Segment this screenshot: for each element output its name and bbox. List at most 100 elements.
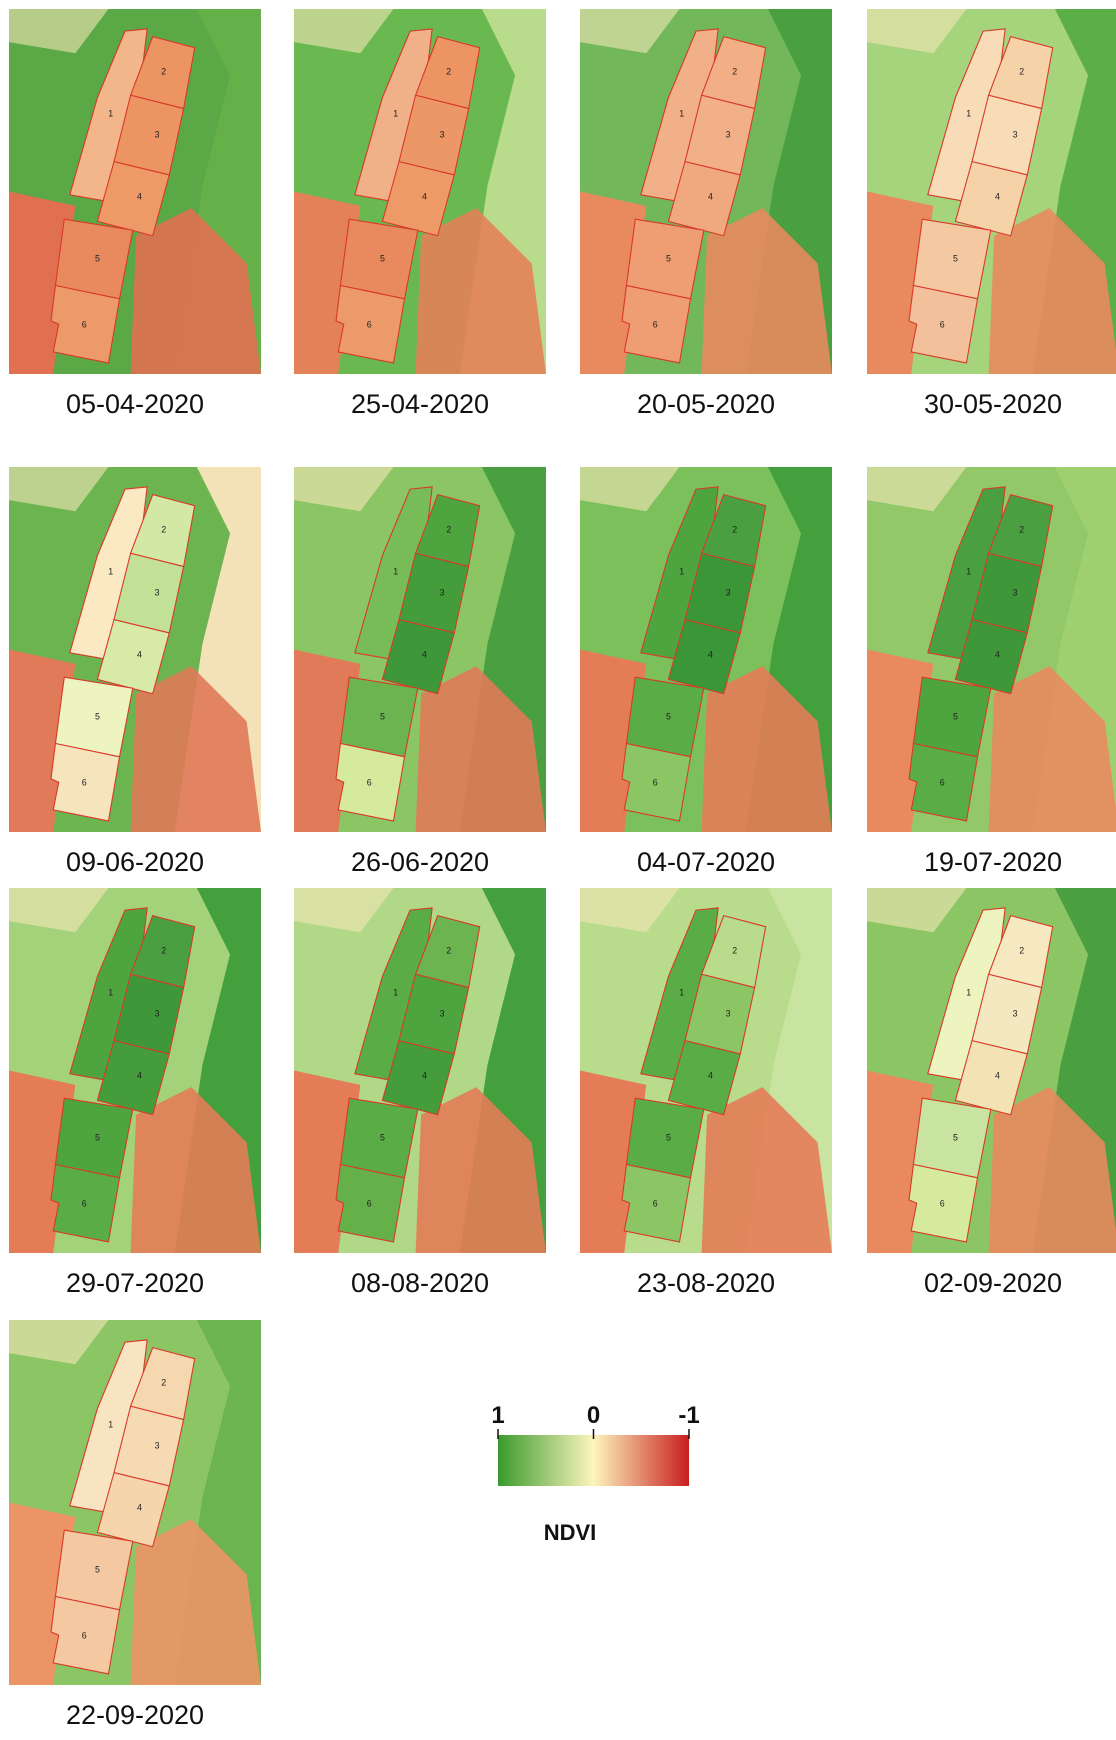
field-label: 4 bbox=[137, 649, 142, 659]
field-label: 5 bbox=[666, 711, 671, 721]
field-label: 6 bbox=[367, 1199, 372, 1209]
field-label: 2 bbox=[1019, 66, 1024, 76]
date-label: 25-04-2020 bbox=[294, 389, 546, 420]
field-label: 6 bbox=[367, 778, 372, 788]
field-label: 5 bbox=[95, 1132, 100, 1142]
field-label: 5 bbox=[666, 1132, 671, 1142]
field-label: 5 bbox=[380, 711, 385, 721]
field-label: 3 bbox=[440, 1008, 445, 1018]
field-label: 1 bbox=[679, 566, 684, 576]
page: { "fields": ["1", "2", "3", "4", "5", "6… bbox=[0, 0, 1116, 1740]
field-label: 6 bbox=[82, 1199, 87, 1209]
field-label: 4 bbox=[995, 649, 1000, 659]
field-label: 3 bbox=[1013, 1008, 1018, 1018]
field-label: 2 bbox=[446, 66, 451, 76]
field-label: 4 bbox=[422, 1070, 427, 1080]
date-label: 20-05-2020 bbox=[580, 389, 832, 420]
field-label: 5 bbox=[953, 1132, 958, 1142]
field-label: 2 bbox=[446, 945, 451, 955]
tick-label: -1 bbox=[678, 1402, 699, 1429]
field-label: 3 bbox=[1013, 587, 1018, 597]
field-label: 3 bbox=[726, 587, 731, 597]
date-label: 04-07-2020 bbox=[580, 847, 832, 878]
ndvi-map: 1 2 3 4 5 6 bbox=[580, 888, 832, 1253]
field-label: 1 bbox=[393, 987, 398, 997]
field-label: 5 bbox=[953, 253, 958, 263]
ndvi-map: 1 2 3 4 5 6 bbox=[294, 467, 546, 832]
field-label: 3 bbox=[726, 129, 731, 139]
field-label: 5 bbox=[95, 1564, 100, 1574]
date-label: 26-06-2020 bbox=[294, 847, 546, 878]
ndvi-map: 1 2 3 4 5 6 bbox=[9, 9, 261, 374]
field-label: 6 bbox=[940, 320, 945, 330]
date-label: 09-06-2020 bbox=[9, 847, 261, 878]
field-label: 2 bbox=[161, 524, 166, 534]
field-label: 1 bbox=[966, 566, 971, 576]
field-label: 1 bbox=[108, 566, 113, 576]
ndvi-map: 123456 bbox=[580, 467, 832, 832]
field-label: 6 bbox=[653, 1199, 658, 1209]
ndvi-map: 1 2 3 4 5 6 bbox=[294, 888, 546, 1253]
field-label: 6 bbox=[653, 778, 658, 788]
field-label: 1 bbox=[108, 1419, 113, 1429]
ndvi-map: 123456 bbox=[867, 9, 1116, 374]
field-label: 3 bbox=[440, 587, 445, 597]
field-label: 1 bbox=[679, 987, 684, 997]
field-label: 1 bbox=[966, 108, 971, 118]
field-label: 6 bbox=[82, 320, 87, 330]
field-label: 4 bbox=[422, 649, 427, 659]
field-label: 4 bbox=[708, 191, 713, 201]
field-label: 3 bbox=[726, 1008, 731, 1018]
field-label: 6 bbox=[940, 1199, 945, 1209]
field-label: 2 bbox=[732, 66, 737, 76]
field-label: 5 bbox=[95, 711, 100, 721]
field-label: 6 bbox=[940, 778, 945, 788]
field-label: 2 bbox=[446, 524, 451, 534]
field-label: 5 bbox=[95, 253, 100, 263]
date-label: 22-09-2020 bbox=[9, 1700, 261, 1731]
field-label: 4 bbox=[422, 191, 427, 201]
ndvi-map: 123456 bbox=[867, 467, 1116, 832]
field-label: 1 bbox=[966, 987, 971, 997]
date-label: 02-09-2020 bbox=[867, 1268, 1116, 1299]
field-label: 4 bbox=[137, 1070, 142, 1080]
date-label: 23-08-2020 bbox=[580, 1268, 832, 1299]
field-label: 5 bbox=[666, 253, 671, 263]
date-label: 30-05-2020 bbox=[867, 389, 1116, 420]
field-label: 6 bbox=[367, 320, 372, 330]
field-label: 1 bbox=[108, 987, 113, 997]
field-label: 6 bbox=[82, 1631, 87, 1641]
field-label: 1 bbox=[108, 108, 113, 118]
field-label: 4 bbox=[708, 1070, 713, 1080]
field-label: 5 bbox=[380, 253, 385, 263]
field-label: 2 bbox=[1019, 945, 1024, 955]
field-label: 4 bbox=[708, 649, 713, 659]
tick-label: 1 bbox=[491, 1402, 504, 1429]
field-label: 3 bbox=[155, 1440, 160, 1450]
field-label: 2 bbox=[161, 66, 166, 76]
field-label: 2 bbox=[161, 1377, 166, 1387]
field-label: 6 bbox=[653, 320, 658, 330]
date-label: 08-08-2020 bbox=[294, 1268, 546, 1299]
date-label: 19-07-2020 bbox=[867, 847, 1116, 878]
field-label: 5 bbox=[380, 1132, 385, 1142]
field-label: 4 bbox=[995, 1070, 1000, 1080]
ndvi-map: 1 2 3 4 5 6 bbox=[867, 888, 1116, 1253]
field-label: 6 bbox=[82, 778, 87, 788]
tick-label: 0 bbox=[587, 1402, 600, 1429]
date-label: 29-07-2020 bbox=[9, 1268, 261, 1299]
field-label: 1 bbox=[679, 108, 684, 118]
field-label: 3 bbox=[155, 1008, 160, 1018]
field-label: 2 bbox=[732, 945, 737, 955]
field-label: 1 bbox=[393, 108, 398, 118]
field-label: 2 bbox=[1019, 524, 1024, 534]
field-label: 1 bbox=[393, 566, 398, 576]
colorbar bbox=[498, 1435, 689, 1486]
field-label: 3 bbox=[1013, 129, 1018, 139]
field-label: 3 bbox=[155, 129, 160, 139]
field-label: 4 bbox=[137, 191, 142, 201]
